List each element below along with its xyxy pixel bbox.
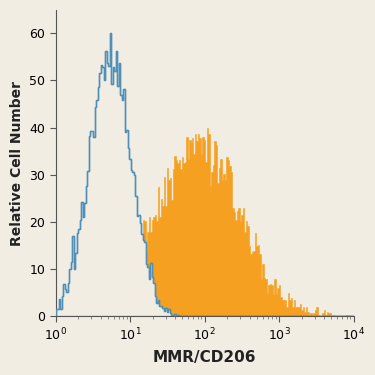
- Polygon shape: [56, 128, 354, 316]
- X-axis label: MMR/CD206: MMR/CD206: [153, 350, 256, 365]
- Y-axis label: Relative Cell Number: Relative Cell Number: [10, 81, 24, 246]
- Polygon shape: [56, 33, 354, 316]
